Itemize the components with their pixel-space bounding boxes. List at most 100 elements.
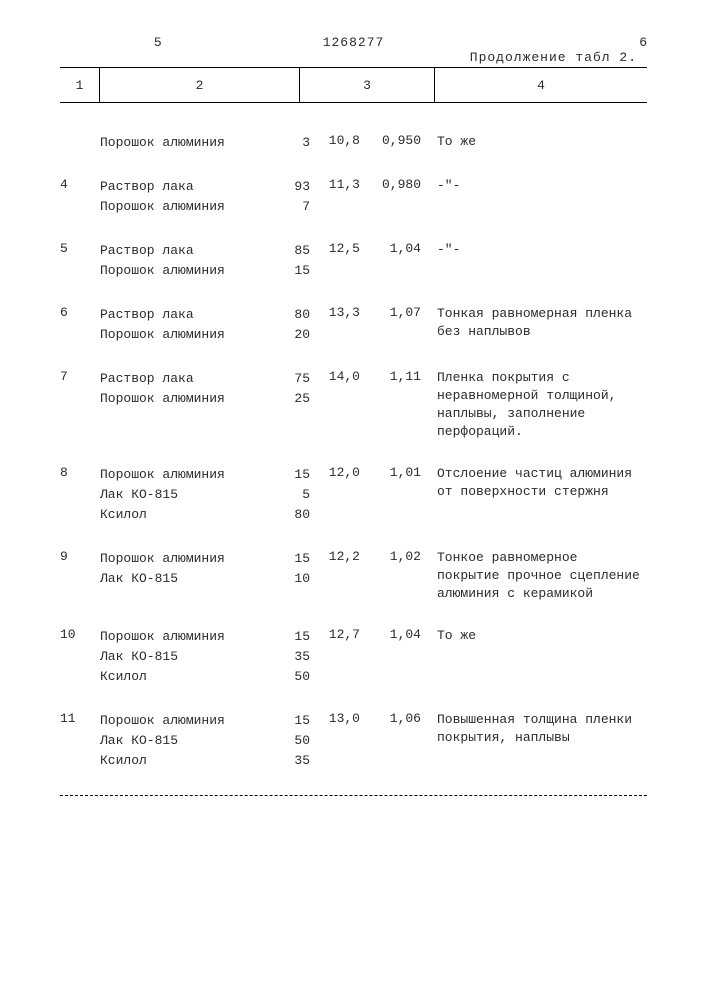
table-row: 9Порошок алюминия15Лак КО-8151012,21,02Т… (60, 549, 647, 603)
row-note: То же (427, 627, 647, 687)
component-line: Ксилол50 (100, 667, 310, 687)
value-2: 1,02 (366, 549, 427, 603)
col-header-3: 3 (300, 68, 435, 102)
page-mark-right: 6 (451, 35, 647, 50)
table-row: 4Раствор лака93Порошок алюминия711,30,98… (60, 177, 647, 217)
value-2: 1,04 (366, 241, 427, 281)
page: 5 1268277 6 Продолжение табл 2. 1 2 3 4 … (0, 0, 707, 1000)
row-number (60, 133, 100, 153)
component-line: Порошок алюминия15 (100, 711, 310, 731)
value-1: 12,0 (310, 465, 366, 525)
row-number: 7 (60, 369, 100, 441)
components: Порошок алюминия15Лак КО-8155Ксилол80 (100, 465, 310, 525)
component-name: Порошок алюминия (100, 465, 270, 485)
value-1: 12,7 (310, 627, 366, 687)
table-body: Порошок алюминия310,80,950То же4Раствор … (60, 103, 647, 771)
value-1: 13,3 (310, 305, 366, 345)
components: Порошок алюминия15Лак КО-81510 (100, 549, 310, 603)
row-number: 6 (60, 305, 100, 345)
component-name: Раствор лака (100, 241, 270, 261)
value-1: 10,8 (310, 133, 366, 153)
components: Раствор лака93Порошок алюминия7 (100, 177, 310, 217)
component-line: Порошок алюминия15 (100, 627, 310, 647)
table-continuation-label: Продолжение табл 2. (60, 50, 647, 65)
row-number: 8 (60, 465, 100, 525)
value-2: 0,950 (366, 133, 427, 153)
row-note: Повышенная толщина пленки покрытия, напл… (427, 711, 647, 771)
value-2: 0,980 (366, 177, 427, 217)
value-1: 14,0 (310, 369, 366, 441)
row-number: 9 (60, 549, 100, 603)
component-line: Порошок алюминия15 (100, 261, 310, 281)
component-line: Порошок алюминия15 (100, 465, 310, 485)
component-name: Порошок алюминия (100, 627, 270, 647)
component-line: Раствор лака93 (100, 177, 310, 197)
value-1: 12,2 (310, 549, 366, 603)
component-line: Лак КО-81535 (100, 647, 310, 667)
component-name: Лак КО-815 (100, 485, 270, 505)
value-1: 12,5 (310, 241, 366, 281)
row-note: -"- (427, 241, 647, 281)
row-number: 11 (60, 711, 100, 771)
component-line: Лак КО-8155 (100, 485, 310, 505)
col-header-1: 1 (60, 68, 100, 102)
component-name: Раствор лака (100, 177, 270, 197)
component-line: Порошок алюминия15 (100, 549, 310, 569)
value-2: 1,04 (366, 627, 427, 687)
row-note: Тонкая равномерная пленка без наплывов (427, 305, 647, 345)
components: Раствор лака75Порошок алюминия25 (100, 369, 310, 441)
row-number: 10 (60, 627, 100, 687)
component-name: Раствор лака (100, 369, 270, 389)
page-header: 5 1268277 6 (60, 0, 647, 50)
component-name: Ксилол (100, 505, 270, 525)
component-name: Порошок алюминия (100, 711, 270, 731)
component-line: Порошок алюминия7 (100, 197, 310, 217)
component-line: Ксилол35 (100, 751, 310, 771)
table-row: 7Раствор лака75Порошок алюминия2514,01,1… (60, 369, 647, 441)
component-line: Ксилол80 (100, 505, 310, 525)
component-name: Порошок алюминия (100, 261, 270, 281)
components: Порошок алюминия15Лак КО-81535Ксилол50 (100, 627, 310, 687)
component-line: Порошок алюминия20 (100, 325, 310, 345)
col-header-2: 2 (100, 68, 300, 102)
value-2: 1,07 (366, 305, 427, 345)
row-note: -"- (427, 177, 647, 217)
component-name: Порошок алюминия (100, 549, 270, 569)
value-2: 1,06 (366, 711, 427, 771)
component-line: Порошок алюминия3 (100, 133, 310, 153)
page-mark-left: 5 (60, 35, 256, 50)
row-note: Пленка покрытия с неравномерной толщиной… (427, 369, 647, 441)
row-note: Отслоение частиц алюминия от поверхности… (427, 465, 647, 525)
component-name: Порошок алюминия (100, 325, 270, 345)
component-name: Порошок алюминия (100, 133, 270, 153)
component-name: Ксилол (100, 751, 270, 771)
table-header-row: 1 2 3 4 (60, 67, 647, 103)
component-name: Лак КО-815 (100, 569, 270, 589)
component-name: Ксилол (100, 667, 270, 687)
table-row: 5Раствор лака85Порошок алюминия1512,51,0… (60, 241, 647, 281)
component-line: Раствор лака75 (100, 369, 310, 389)
table-row: 10Порошок алюминия15Лак КО-81535Ксилол50… (60, 627, 647, 687)
component-line: Лак КО-81510 (100, 569, 310, 589)
components: Раствор лака80Порошок алюминия20 (100, 305, 310, 345)
value-2: 1,01 (366, 465, 427, 525)
table-end-rule (60, 795, 647, 796)
component-line: Раствор лака85 (100, 241, 310, 261)
doc-number: 1268277 (256, 35, 452, 50)
table-row: 8Порошок алюминия15Лак КО-8155Ксилол8012… (60, 465, 647, 525)
value-2: 1,11 (366, 369, 427, 441)
table-row: Порошок алюминия310,80,950То же (60, 133, 647, 153)
row-number: 5 (60, 241, 100, 281)
row-note: То же (427, 133, 647, 153)
component-name: Лак КО-815 (100, 731, 270, 751)
component-name: Раствор лака (100, 305, 270, 325)
row-number: 4 (60, 177, 100, 217)
components: Раствор лака85Порошок алюминия15 (100, 241, 310, 281)
component-line: Лак КО-81550 (100, 731, 310, 751)
table-row: 11Порошок алюминия15Лак КО-81550Ксилол35… (60, 711, 647, 771)
table-row: 6Раствор лака80Порошок алюминия2013,31,0… (60, 305, 647, 345)
components: Порошок алюминия3 (100, 133, 310, 153)
value-1: 13,0 (310, 711, 366, 771)
components: Порошок алюминия15Лак КО-81550Ксилол35 (100, 711, 310, 771)
component-name: Порошок алюминия (100, 197, 270, 217)
